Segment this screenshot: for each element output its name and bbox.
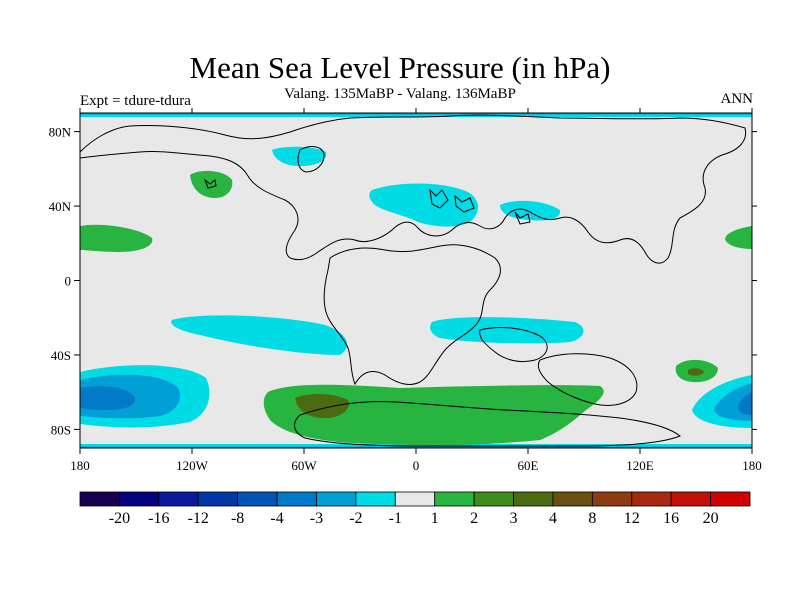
colorbar-label: -2 <box>349 510 362 527</box>
colorbar-label: -12 <box>188 510 209 527</box>
positive-anomaly-west-tropical-pacific <box>80 224 153 252</box>
laurasia-coastline <box>80 114 747 264</box>
lon-tick-label: 60E <box>518 458 539 473</box>
colorbar-swatch <box>316 491 357 507</box>
negative-anomaly-tethys <box>500 200 561 221</box>
lon-tick-label: 120E <box>626 458 654 473</box>
lat-tick-label: 40S <box>51 348 71 363</box>
colorbar-swatch <box>276 491 317 507</box>
colorbar-label: 2 <box>470 510 478 527</box>
colorbar-swatch <box>394 491 436 507</box>
negative-anomaly-north-atlantic <box>272 146 327 167</box>
lon-tick-label: 0 <box>413 458 420 473</box>
colorbar-swatch <box>158 491 199 507</box>
south-polar-band-inner <box>80 446 752 448</box>
colorbar-label: 16 <box>663 510 679 527</box>
colorbar-swatch <box>434 491 475 507</box>
colorbar-swatch <box>591 491 633 507</box>
positive-anomaly-east-tropical-pacific <box>725 226 752 249</box>
season-label: ANN <box>720 91 754 107</box>
colorbar-label: -1 <box>389 510 402 527</box>
australia-coastline <box>537 353 638 406</box>
lon-tick-label: 120W <box>176 458 209 473</box>
colorbar-label: 3 <box>510 510 518 527</box>
colorbar-swatch <box>119 491 160 507</box>
lat-tick-label: 40N <box>49 199 72 214</box>
colorbar-swatch <box>197 491 239 507</box>
negative-anomaly-south-pacific <box>171 315 348 355</box>
colorbar-swatch <box>552 491 593 507</box>
colorbar-label: 1 <box>431 510 439 527</box>
negative-anomaly-southern-pacific-core <box>80 386 136 410</box>
colorbar-label: 20 <box>703 510 719 527</box>
antarctica-coastline <box>294 401 681 447</box>
colorbar-label: 4 <box>549 510 557 527</box>
colorbar-swatch <box>513 491 554 507</box>
chart-subtitle: Valang. 135MaBP - Valang. 136MaBP <box>284 86 516 102</box>
colorbar-swatch <box>355 491 396 507</box>
coastlines <box>80 114 747 447</box>
colorbar-label: -8 <box>231 510 244 527</box>
positive-anomaly-southern-ocean <box>263 384 604 446</box>
gondwana-west-coastline <box>323 244 501 386</box>
colorbar-swatch <box>237 491 278 507</box>
lon-tick-label: 60W <box>291 458 317 473</box>
experiment-label: Expt = tdure-tdura <box>80 93 191 109</box>
colorbar-swatch <box>670 491 711 507</box>
pacific-island-coastline <box>203 178 217 189</box>
colorbar-label: 8 <box>588 510 596 527</box>
positive-anomaly-north-pacific <box>190 170 233 198</box>
tethys-islands-coastline <box>514 211 531 225</box>
colorbar-label: -20 <box>109 510 130 527</box>
lat-tick-label: 0 <box>65 274 72 289</box>
negative-anomaly-east-edge-core <box>738 392 752 415</box>
colorbar-label: -16 <box>148 510 169 527</box>
colorbar-swatch <box>710 491 751 507</box>
colorbar-swatch <box>79 491 120 507</box>
latitude-axis: 80N 40N 0 40S 80S <box>49 125 757 437</box>
europe-islands-coastline <box>429 188 449 209</box>
india-coastline <box>479 327 548 363</box>
positive-anomaly-tasman-core <box>688 368 704 376</box>
colorbar: -20 -16 -12 -8 -4 -3 -2 -1 1 2 3 4 8 12 16 20 <box>79 491 751 527</box>
colorbar-label: -3 <box>310 510 323 527</box>
europe-islands-coastline-2 <box>454 194 475 213</box>
longitude-axis: 180 120W 60W 0 60E 120E 180 <box>70 108 762 473</box>
north-polar-band-inner <box>80 113 752 115</box>
colorbar-label: -4 <box>270 510 283 527</box>
lat-tick-label: 80N <box>49 125 72 140</box>
north-polar-band <box>80 113 752 117</box>
greenland-coastline <box>297 146 325 173</box>
contour-fill-layer <box>80 113 752 448</box>
lon-tick-label: 180 <box>742 458 762 473</box>
colorbar-swatch <box>631 491 672 507</box>
lon-tick-label: 180 <box>70 458 90 473</box>
colorbar-label: 12 <box>624 510 640 527</box>
chart-title: Mean Sea Level Pressure (in hPa) <box>189 50 611 85</box>
colorbar-swatch <box>473 491 514 507</box>
negative-anomaly-europe <box>369 183 478 227</box>
negative-anomaly-south-indian <box>430 317 584 344</box>
lat-tick-label: 80S <box>51 422 71 437</box>
